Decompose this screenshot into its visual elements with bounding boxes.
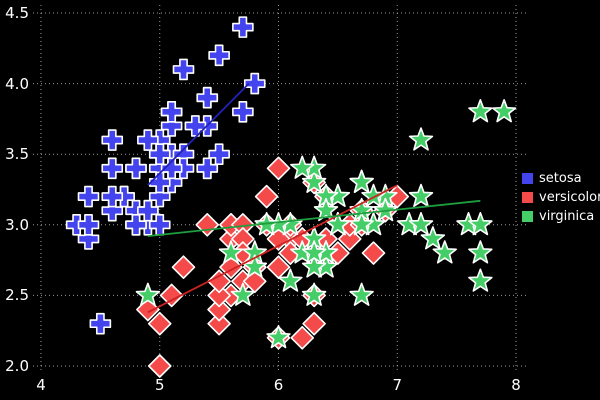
data-point-setosa: [196, 157, 219, 180]
y-tick-3.0: 3.0: [5, 215, 29, 234]
legend-swatch-diamond-icon: [522, 192, 533, 203]
gridlines: [33, 5, 526, 370]
data-point-versicolor: [207, 283, 231, 308]
y-tick-4.5: 4.5: [5, 4, 29, 22]
data-point-virginica: [301, 282, 327, 306]
legend-label: versicolor: [539, 190, 600, 205]
y-tick-4.0: 4.0: [5, 74, 29, 93]
data-point-versicolor: [254, 184, 279, 209]
data-point-virginica: [349, 169, 374, 193]
data-point-virginica: [218, 240, 244, 264]
data-point-virginica: [373, 197, 398, 222]
y-tick-2.5: 2.5: [5, 286, 29, 305]
data-point-virginica: [420, 226, 446, 250]
data-point-virginica: [468, 240, 493, 264]
data-point-versicolor: [361, 241, 386, 265]
data-point-virginica: [349, 282, 374, 306]
data-point-virginica: [266, 324, 291, 349]
data-point-virginica: [301, 169, 327, 193]
data-point-versicolor: [171, 255, 196, 279]
data-point-virginica: [468, 268, 493, 292]
data-point-setosa: [232, 16, 254, 38]
series-setosa: [65, 16, 266, 335]
x-tick-6: 6: [273, 376, 284, 394]
data-point-setosa: [148, 171, 171, 194]
data-point-virginica: [230, 282, 256, 306]
x-tick-5: 5: [154, 376, 165, 394]
x-tick-8: 8: [511, 376, 521, 394]
data-point-versicolor: [159, 283, 184, 308]
data-point-virginica: [301, 254, 327, 278]
legend-item-setosa[interactable]: setosa: [522, 170, 600, 187]
data-point-versicolor: [147, 354, 172, 378]
data-point-virginica: [468, 99, 493, 123]
data-point-virginica: [135, 282, 161, 306]
data-point-setosa: [208, 143, 230, 165]
data-point-virginica: [242, 254, 267, 278]
data-point-virginica: [491, 99, 517, 123]
legend-swatch-star-icon: [522, 211, 533, 222]
x-tick-4: 4: [36, 376, 46, 394]
data-point-virginica: [408, 183, 434, 208]
y-tick-2.0: 2.0: [5, 357, 29, 375]
chart-legend: setosa versicolor virginica: [522, 170, 600, 227]
data-point-setosa: [89, 312, 112, 335]
data-point-versicolor: [195, 213, 220, 237]
trendline-setosa: [147, 82, 250, 186]
y-tick-3.5: 3.5: [5, 145, 29, 164]
data-point-versicolor: [266, 156, 291, 181]
data-point-setosa: [243, 72, 266, 95]
legend-item-virginica[interactable]: virginica: [522, 208, 600, 225]
data-point-setosa: [148, 214, 171, 236]
legend-label: virginica: [539, 209, 595, 224]
data-point-setosa: [160, 101, 183, 123]
data-point-versicolor: [147, 311, 172, 336]
data-point-virginica: [408, 127, 434, 151]
data-point-virginica: [290, 155, 315, 179]
legend-label: setosa: [539, 171, 582, 186]
data-point-setosa: [148, 143, 171, 165]
data-point-versicolor: [207, 297, 231, 322]
legend-item-versicolor[interactable]: versicolor: [522, 189, 600, 206]
data-point-setosa: [101, 129, 124, 151]
data-point-setosa: [232, 101, 254, 123]
data-point-setosa: [101, 157, 124, 180]
data-point-setosa: [208, 44, 230, 67]
data-point-versicolor: [302, 311, 326, 336]
series-virginica: [135, 99, 517, 349]
data-point-virginica: [325, 212, 351, 236]
data-point-setosa: [125, 157, 147, 180]
data-point-setosa: [137, 199, 159, 222]
data-point-virginica: [278, 268, 303, 292]
data-point-virginica: [349, 212, 374, 236]
data-point-versicolor: [290, 325, 315, 350]
data-point-setosa: [172, 58, 195, 81]
data-point-setosa: [184, 115, 207, 137]
data-point-setosa: [77, 185, 100, 208]
data-point-virginica: [432, 240, 457, 264]
data-point-setosa: [125, 214, 147, 236]
trendline-versicolor: [147, 184, 398, 314]
trendline-virginica: [147, 199, 481, 237]
data-point-versicolor: [207, 269, 231, 294]
data-point-setosa: [137, 129, 159, 151]
legend-swatch-plus-icon: [522, 173, 533, 184]
data-point-virginica: [468, 212, 493, 236]
data-point-setosa: [101, 185, 124, 208]
data-point-virginica: [313, 197, 339, 222]
data-point-virginica: [408, 212, 434, 236]
data-point-versicolor: [207, 311, 231, 336]
data-point-virginica: [301, 240, 327, 264]
data-point-setosa: [77, 214, 100, 236]
x-tick-7: 7: [392, 376, 403, 394]
data-point-setosa: [196, 86, 219, 109]
